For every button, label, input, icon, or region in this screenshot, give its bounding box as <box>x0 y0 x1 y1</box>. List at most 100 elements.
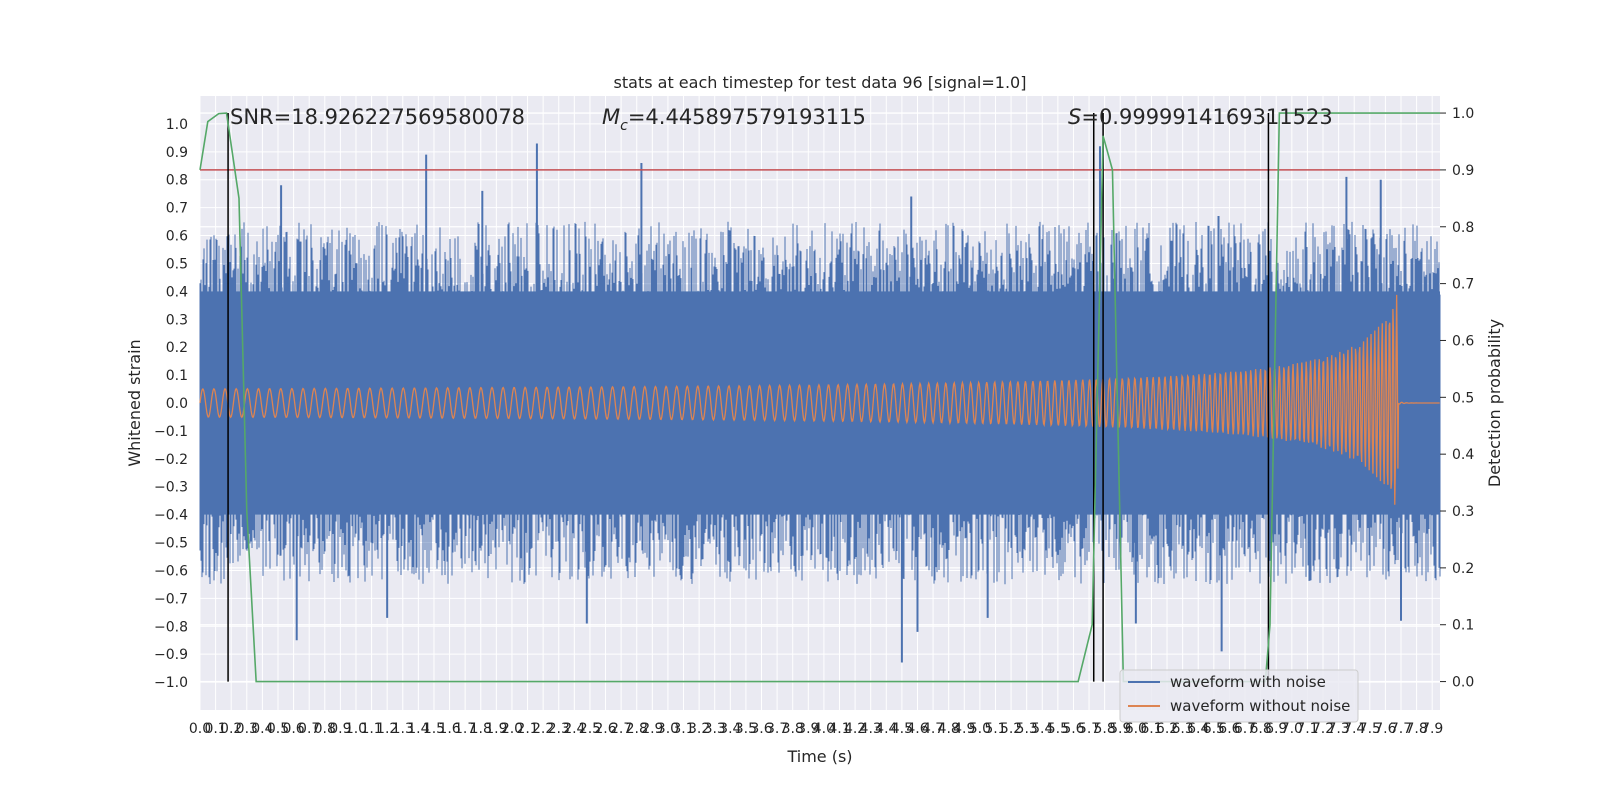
legend: waveform with noise waveform without noi… <box>1119 669 1359 723</box>
y2-tick-label: 0.8 <box>1452 220 1474 236</box>
x-tick-label: 4.0 <box>813 721 835 737</box>
legend-box <box>1119 669 1359 723</box>
x-tick-label: 0.4 <box>251 721 273 737</box>
s-value: =0.9999914169311523 <box>1081 105 1332 129</box>
x-tick-label: 7.4 <box>1343 721 1365 737</box>
x-tick-label: 7.6 <box>1374 721 1396 737</box>
x-tick-label: 0.3 <box>236 721 258 737</box>
x-tick-label: 7.2 <box>1312 721 1334 737</box>
x-ticks: 0.00.10.20.30.40.50.60.70.80.91.01.11.21… <box>189 721 1443 737</box>
y-tick-label: 0.3 <box>166 312 188 328</box>
x-tick-label: 2.9 <box>641 721 663 737</box>
y2-tick-label: 0.2 <box>1452 561 1474 577</box>
x-tick-label: 2.4 <box>563 721 585 737</box>
x-tick-label: 7.1 <box>1296 721 1318 737</box>
y-tick-label: 0.2 <box>166 340 188 356</box>
x-tick-label: 5.9 <box>1109 721 1131 737</box>
x-tick-label: 3.3 <box>704 721 726 737</box>
legend-label-clean: waveform without noise <box>1170 697 1350 715</box>
x-tick-label: 5.0 <box>969 721 991 737</box>
y2-tick-label: 0.9 <box>1452 163 1474 179</box>
x-tick-label: 1.4 <box>407 721 429 737</box>
y2-tick-label: 0.5 <box>1452 390 1474 406</box>
x-tick-label: 3.6 <box>750 721 772 737</box>
y-tick-label: −0.4 <box>154 508 188 524</box>
x-tick-label: 4.2 <box>844 721 866 737</box>
y2-tick-label: 0.6 <box>1452 333 1474 349</box>
x-tick-label: 1.8 <box>470 721 492 737</box>
snr-annotation: SNR=18.926227569580078 <box>230 105 525 129</box>
x-tick-label: 0.7 <box>298 721 320 737</box>
y-tick-label: −0.2 <box>154 452 188 468</box>
y2-tick-label: 0.4 <box>1452 447 1474 463</box>
x-tick-label: 0.2 <box>220 721 242 737</box>
y2-axis-label: Detection probability <box>1485 319 1504 487</box>
x-tick-label: 7.9 <box>1421 721 1443 737</box>
x-tick-label: 0.5 <box>267 721 289 737</box>
x-tick-label: 5.3 <box>1016 721 1038 737</box>
x-tick-label: 4.1 <box>828 721 850 737</box>
x-tick-label: 1.1 <box>360 721 382 737</box>
y2-ticks: 0.0 0.1 0.2 0.3 0.4 0.5 0.6 0.7 0.8 0.9 1.0 <box>1440 106 1474 691</box>
x-tick-label: 1.3 <box>392 721 414 737</box>
x-tick-label: 6.8 <box>1249 721 1271 737</box>
x-tick-label: 3.4 <box>719 721 741 737</box>
x-tick-label: 6.1 <box>1140 721 1162 737</box>
s-annotation: S=0.9999914169311523 <box>1068 105 1333 129</box>
x-tick-label: 5.7 <box>1078 721 1100 737</box>
x-tick-label: 7.8 <box>1405 721 1427 737</box>
y-tick-label: −0.8 <box>154 619 188 635</box>
x-tick-label: 2.1 <box>516 721 538 737</box>
y-tick-label: 0.5 <box>166 256 188 272</box>
x-tick-label: 4.6 <box>906 721 928 737</box>
x-tick-label: 5.1 <box>984 721 1006 737</box>
x-tick-label: 7.3 <box>1327 721 1349 737</box>
y-tick-label: −1.0 <box>154 675 188 691</box>
y2-tick-label: 0.7 <box>1452 277 1474 293</box>
x-tick-label: 1.9 <box>485 721 507 737</box>
x-tick-label: 6.6 <box>1218 721 1240 737</box>
x-tick-label: 0.6 <box>282 721 304 737</box>
x-tick-label: 2.0 <box>501 721 523 737</box>
y-tick-label: −0.7 <box>154 591 188 607</box>
y-tick-label: −0.5 <box>154 536 188 552</box>
x-tick-label: 2.6 <box>594 721 616 737</box>
y2-tick-label: 0.3 <box>1452 504 1474 520</box>
x-tick-label: 3.2 <box>688 721 710 737</box>
x-tick-label: 0.0 <box>189 721 211 737</box>
x-tick-label: 7.0 <box>1281 721 1303 737</box>
mc-annotation: Mc=4.445897579193115 <box>602 105 866 134</box>
x-tick-label: 6.3 <box>1172 721 1194 737</box>
x-tick-label: 3.5 <box>735 721 757 737</box>
x-tick-label: 0.8 <box>314 721 336 737</box>
x-tick-label: 4.7 <box>922 721 944 737</box>
x-tick-label: 6.0 <box>1125 721 1147 737</box>
y-ticks: −1.0 −0.9 −0.8 −0.7 −0.6 −0.5 −0.4 −0.3 −0.2 −0.1… <box>154 117 188 691</box>
y2-tick-label: 0.1 <box>1452 618 1474 634</box>
x-tick-label: 4.4 <box>875 721 897 737</box>
y-tick-label: 0.9 <box>166 145 188 161</box>
overlay-layer <box>199 112 1440 683</box>
x-tick-label: 7.7 <box>1390 721 1412 737</box>
detection-probability-line <box>199 112 1440 683</box>
clean-waveform <box>199 294 1440 505</box>
y-tick-label: 0.1 <box>166 368 188 384</box>
x-tick-label: 6.4 <box>1187 721 1209 737</box>
x-tick-label: 5.8 <box>1094 721 1116 737</box>
chart-title: stats at each timestep for test data 96 … <box>614 73 1027 92</box>
x-tick-label: 2.3 <box>548 721 570 737</box>
y2-tick-label: 0.0 <box>1452 675 1474 691</box>
x-tick-label: 1.6 <box>438 721 460 737</box>
x-tick-label: 0.1 <box>204 721 226 737</box>
y-tick-label: 0.7 <box>166 201 188 217</box>
y2-tick-label: 1.0 <box>1452 106 1474 122</box>
x-tick-label: 5.2 <box>1000 721 1022 737</box>
x-tick-label: 4.9 <box>953 721 975 737</box>
y-tick-label: 0.8 <box>166 173 188 189</box>
x-tick-label: 4.5 <box>891 721 913 737</box>
y-tick-label: −0.6 <box>154 563 188 579</box>
legend-label-noise: waveform with noise <box>1170 673 1326 691</box>
x-tick-label: 5.6 <box>1062 721 1084 737</box>
x-tick-label: 3.0 <box>657 721 679 737</box>
